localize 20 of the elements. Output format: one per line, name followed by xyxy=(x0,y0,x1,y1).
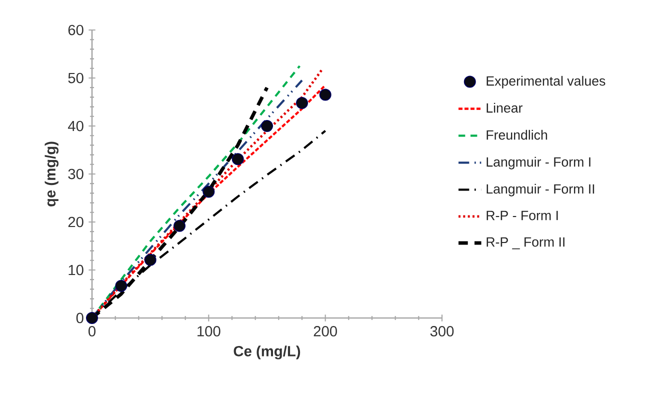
y-axis-title: qe (mg/g) xyxy=(44,142,59,206)
legend-label: Linear xyxy=(486,102,522,113)
y-tick-label: 60 xyxy=(68,24,84,36)
y-tick-label: 0 xyxy=(76,312,84,324)
legend-label: R-P _ Form II xyxy=(486,237,564,250)
x-axis-title: Ce (mg/L) xyxy=(234,346,300,360)
legend-label: R-P - Form I xyxy=(486,210,558,220)
y-tick-label: 30 xyxy=(68,168,84,180)
legend-label: Freundlich xyxy=(486,130,548,140)
y-tick-label: 10 xyxy=(68,264,84,276)
legend-label: Langmuir - Form I xyxy=(486,156,590,170)
x-tick-label: 200 xyxy=(314,326,337,336)
y-tick-label: 40 xyxy=(68,120,84,132)
x-tick-label: 300 xyxy=(430,326,454,336)
y-tick-label: 50 xyxy=(68,72,84,84)
x-tick-label: 0 xyxy=(88,326,96,336)
y-tick-label: 20 xyxy=(68,216,84,228)
legend-label: Experimental values xyxy=(486,76,606,88)
legend-label: Langmuir - Form II xyxy=(486,184,594,196)
x-tick-label: 100 xyxy=(198,326,220,336)
